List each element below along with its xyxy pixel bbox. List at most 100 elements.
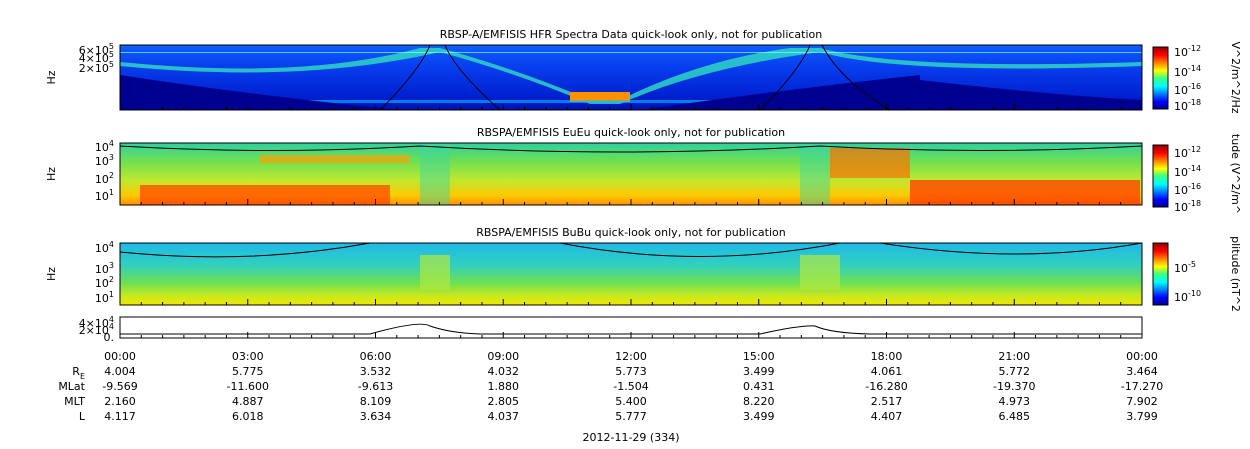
ephemeris-value: 5.400 [615, 395, 647, 408]
ephemeris-value: 3.499 [743, 365, 775, 378]
colorbar-tick-label-exp: -5 [1188, 260, 1196, 269]
y-tick-label-exp: 3 [109, 153, 114, 162]
y-tick-label-base: 4×10 [79, 317, 109, 330]
y-tick-label: 101 [95, 290, 114, 305]
colorbar [1152, 242, 1169, 306]
ephemeris-value: 6.485 [999, 410, 1031, 423]
y-axis-label: Hz [45, 267, 58, 281]
time-label: 15:00 [743, 350, 775, 363]
ephemeris-value: 7.902 [1126, 395, 1158, 408]
time-label: 03:00 [232, 350, 264, 363]
colorbar-tick-label: 10-10 [1174, 289, 1201, 304]
ephemeris-value: 5.772 [999, 365, 1031, 378]
y-tick-label: 2×104 [79, 322, 114, 337]
ephemeris-value: -9.613 [358, 380, 393, 393]
y-tick-label-exp: 2 [109, 275, 114, 284]
y-tick-label-base: 10 [95, 155, 109, 168]
y-tick-label-base: 10 [95, 277, 109, 290]
y-tick-label: 103 [95, 261, 114, 276]
colorbar-tick-label-exp: -16 [1188, 182, 1201, 191]
spectrogram-2 [119, 143, 1143, 205]
y-tick-label-base: 10 [95, 292, 109, 305]
row-label-text: R [72, 365, 80, 378]
ephemeris-value: 4.887 [232, 395, 264, 408]
y-tick-label-base: 10 [95, 173, 109, 186]
colorbar-tick-label-exp: -12 [1188, 44, 1201, 53]
y-tick-label-exp: 3 [109, 261, 114, 270]
colorbar-tick-label: 10-14 [1174, 64, 1201, 79]
colorbar-tick-label-base: 10 [1174, 291, 1188, 304]
y-tick-label-base: 10 [95, 263, 109, 276]
time-label: 21:00 [998, 350, 1030, 363]
colorbar-tick-label: 10-18 [1174, 98, 1201, 113]
colorbar-tick-label-exp: -14 [1188, 64, 1201, 73]
colorbar-tick-label: 10-5 [1174, 260, 1196, 275]
row-label-sub: E [80, 372, 85, 381]
time-label: 12:00 [615, 350, 647, 363]
ephemeris-value: 4.117 [104, 410, 136, 423]
y-tick-label: 102 [95, 275, 114, 290]
y-tick-label-exp: 1 [109, 188, 114, 197]
ephemeris-value: -9.569 [102, 380, 137, 393]
panel-title: RBSP-A/EMFISIS HFR Spectra Data quick-lo… [440, 28, 823, 41]
y-tick-label-base: 10 [95, 141, 109, 154]
ephemeris-value: 1.880 [488, 380, 520, 393]
colorbar-label: tude (V^2/m^ [1229, 134, 1242, 214]
colorbar-tick-label: 10-12 [1174, 145, 1201, 160]
radial-distance-trace [120, 323, 1142, 335]
colorbar-tick-label-exp: -12 [1188, 145, 1201, 154]
colorbar-tick-label: 10-16 [1174, 182, 1201, 197]
ephemeris-value: 0.431 [743, 380, 775, 393]
ephemeris-value: 2.160 [104, 395, 136, 408]
y-tick-label-exp: 5 [109, 42, 114, 51]
y-tick-label: 104 [95, 240, 114, 255]
y-tick-label-exp: 4 [109, 139, 114, 148]
y-tick-label: 102 [95, 171, 114, 186]
y-tick-label: 2×105 [79, 60, 114, 75]
y-tick-label: 4×104 [79, 315, 114, 330]
y-axis-label: Hz [45, 70, 58, 84]
time-label: 00:00 [1126, 350, 1158, 363]
y-tick-label-base: 4×10 [79, 52, 109, 65]
y-tick-label-exp: 5 [109, 60, 114, 69]
ephemeris-value: 3.799 [1126, 410, 1158, 423]
row-label: L [79, 410, 86, 423]
row-label: MLat [58, 380, 85, 393]
row-label: MLT [64, 395, 85, 408]
colorbar-tick-label-base: 10 [1174, 262, 1188, 275]
row-label: RE [72, 365, 85, 381]
ephemeris-value: 5.775 [232, 365, 264, 378]
ephemeris-value: 2.805 [488, 395, 520, 408]
y-tick-label: 4×105 [79, 50, 114, 65]
y-tick-label: 6×105 [79, 42, 114, 57]
colorbar-tick-label: 10-12 [1174, 44, 1201, 59]
colorbar-tick-label-base: 10 [1174, 100, 1188, 113]
colorbar-tick-label-exp: -14 [1188, 164, 1201, 173]
colorbar-tick-label-base: 10 [1174, 166, 1188, 179]
colorbar [1152, 46, 1169, 110]
y-tick-label-base: 2×10 [79, 324, 109, 337]
ephemeris-value: 2.517 [871, 395, 903, 408]
y-tick-label-exp: 4 [109, 240, 114, 249]
colorbar-tick-label-base: 10 [1174, 201, 1188, 214]
ephemeris-value: -19.370 [993, 380, 1035, 393]
panel-title: RBSPA/EMFISIS EuEu quick-look only, not … [477, 126, 785, 139]
spectrogram-3 [119, 242, 1143, 305]
ephemeris-value: -16.280 [865, 380, 907, 393]
ephemeris-value: 4.004 [104, 365, 136, 378]
colorbar-tick-label-exp: -18 [1188, 199, 1201, 208]
colorbar-tick-label-base: 10 [1174, 147, 1188, 160]
colorbar-tick-label-base: 10 [1174, 46, 1188, 59]
colorbar-tick-label: 10-14 [1174, 164, 1201, 179]
ephemeris-value: -11.600 [227, 380, 269, 393]
y-tick-label-exp: 2 [109, 171, 114, 180]
colorbar-tick-label: 10-18 [1174, 199, 1201, 214]
y-tick-label-base: 10 [95, 190, 109, 203]
ephemeris-value: 8.109 [360, 395, 392, 408]
ephemeris-value: -1.504 [613, 380, 648, 393]
spectrogram-1 [120, 44, 1142, 111]
colorbar-tick-label-exp: -18 [1188, 98, 1201, 107]
y-tick-label: 104 [95, 139, 114, 154]
y-tick-label-exp: 4 [109, 322, 114, 331]
